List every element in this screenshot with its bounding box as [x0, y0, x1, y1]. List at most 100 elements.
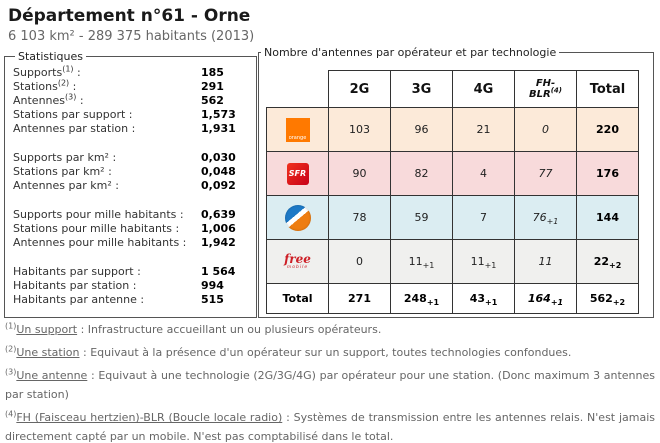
- stat-row-antennes-pour-mille: Antennes pour mille habitants : 1,942: [13, 236, 252, 250]
- cell-value: 176: [596, 167, 619, 180]
- sfr-logo-icon: SFR: [286, 162, 309, 185]
- cell-value: 77: [538, 167, 553, 180]
- cell-free-fhblr: 11: [514, 239, 577, 284]
- stat-label-text: Supports par km²: [13, 151, 109, 164]
- cell-value: 7: [480, 211, 487, 224]
- footnote-term: FH (Faisceau hertzien)-BLR (Boucle local…: [16, 411, 283, 424]
- cell-value: 78: [352, 211, 367, 224]
- stat-label-colon: :: [111, 179, 119, 192]
- stat-value: 1,931: [201, 122, 236, 135]
- cell-free-total: 22+2: [576, 239, 639, 284]
- stat-label: Antennes pour mille habitants :: [13, 236, 201, 250]
- table-row-bouygues: 78 59 7 76+1 144: [266, 195, 639, 240]
- operator-cell-orange: orange: [266, 107, 329, 152]
- cell-value: 96: [414, 123, 429, 136]
- stat-label-text: Stations par km²: [13, 165, 105, 178]
- footnote-text: : Equivaut à la présence d'un opérateur …: [79, 346, 572, 359]
- cell-subscript: +1: [484, 261, 497, 271]
- footnote-term: Un support: [16, 323, 78, 336]
- stat-value: 185: [201, 66, 224, 79]
- free-logo-icon: free mobile: [267, 251, 328, 270]
- stat-value: 0,639: [201, 208, 236, 221]
- stat-label-text: Antennes pour mille habitants: [13, 236, 180, 249]
- sfr-logo-text: SFR: [288, 169, 307, 178]
- footnote-ref: (2): [57, 78, 70, 88]
- footnote-ref: (4): [550, 86, 562, 95]
- orange-logo-icon: orange: [285, 117, 310, 142]
- stat-label-colon: :: [108, 151, 117, 164]
- cell-sfr-fhblr: 77: [514, 151, 577, 196]
- cell-free-4g: 11+1: [452, 239, 515, 284]
- stat-label-colon: :: [76, 94, 84, 107]
- cell-sfr-2g: 90: [328, 151, 391, 196]
- cell-value: 103: [349, 123, 370, 136]
- cell-value: 271: [348, 292, 371, 305]
- stat-label: Habitants par antenne :: [13, 293, 201, 307]
- stat-label: Supports par km² :: [13, 151, 201, 165]
- stat-row-supports-par-km2: Supports par km² : 0,030: [13, 151, 252, 165]
- cell-total-fhblr: 164+1: [514, 283, 577, 314]
- stat-row-habitants-par-support: Habitants par support : 1 564: [13, 265, 252, 279]
- footnote-ref: (3): [5, 367, 17, 377]
- stat-label: Supports pour mille habitants :: [13, 208, 201, 222]
- stat-row-antennes: Antennes(3) : 562: [13, 92, 252, 108]
- footnote-ref: (1): [62, 64, 74, 74]
- stat-label: Antennes(3) :: [13, 92, 201, 108]
- stat-label-colon: :: [136, 293, 145, 306]
- cell-subscript: +1: [422, 261, 435, 271]
- cell-value: 220: [596, 123, 619, 136]
- stat-label-text: Habitants par antenne: [13, 293, 137, 306]
- stat-row-supports: Supports(1) : 185: [13, 64, 252, 80]
- stat-label-colon: :: [73, 66, 81, 79]
- stat-label: Habitants par support :: [13, 265, 201, 279]
- cell-bouygues-total: 144: [576, 195, 639, 240]
- stat-label: Supports(1) :: [13, 64, 201, 80]
- stat-label-text: Supports pour mille habitants: [13, 208, 177, 221]
- footnote-ref: (3): [65, 92, 77, 102]
- stat-label-text: Antennes: [13, 94, 66, 107]
- table-total-row: Total 271 248+1 43+1 164+1 562+2: [266, 283, 639, 314]
- table-row-sfr: SFR 90 82 4 77 176: [266, 151, 639, 196]
- footnote-term: Une antenne: [16, 369, 88, 382]
- cell-subscript: +1: [485, 298, 498, 308]
- cell-value: 144: [596, 211, 619, 224]
- footnote-text: : Infrastructure accueillant un ou plusi…: [77, 323, 382, 336]
- stat-row-habitants-par-station: Habitants par station : 994: [13, 279, 252, 293]
- cell-sfr-4g: 4: [452, 151, 515, 196]
- stat-label-text: Antennes par station: [13, 122, 129, 135]
- stat-label-text: Habitants par station: [13, 279, 130, 292]
- statistics-legend: Statistiques: [18, 50, 83, 63]
- stat-row-antennes-par-km2: Antennes par km² : 0,092: [13, 179, 252, 193]
- cell-value: 82: [414, 167, 429, 180]
- stat-label: Stations par support :: [13, 108, 201, 122]
- cell-orange-total: 220: [576, 107, 639, 152]
- footnote-2: (2)Une station : Equivaut à la présence …: [5, 343, 655, 362]
- cell-value: 11: [408, 255, 423, 268]
- free-logo-text: free: [284, 251, 311, 266]
- cell-value: 76: [532, 211, 547, 224]
- cell-orange-fhblr: 0: [514, 107, 577, 152]
- cell-orange-2g: 103: [328, 107, 391, 152]
- footnote-term: Une station: [16, 346, 80, 359]
- cell-value: 562: [589, 292, 613, 305]
- col-header-3g: 3G: [390, 70, 453, 108]
- cell-total-total: 562+2: [576, 283, 639, 314]
- stat-label-colon: :: [128, 122, 136, 135]
- footnote-ref: (1): [5, 321, 17, 331]
- free-logo-subtext: mobile: [286, 264, 309, 270]
- cell-value: 59: [414, 211, 429, 224]
- stat-label-colon: :: [172, 222, 180, 235]
- cell-bouygues-3g: 59: [390, 195, 453, 240]
- cell-value: 21: [476, 123, 491, 136]
- cell-free-2g: 0: [328, 239, 391, 284]
- col-header-total: Total: [576, 70, 639, 108]
- stat-label-text: Stations: [13, 80, 58, 93]
- table-row-orange: orange 103 96 21 0 220: [266, 107, 639, 152]
- operator-cell-free: free mobile: [266, 239, 329, 284]
- cell-subscript: +2: [609, 261, 622, 271]
- cell-orange-4g: 21: [452, 107, 515, 152]
- footnote-ref: (2): [5, 344, 17, 354]
- stat-row-stations-par-support: Stations par support : 1,573: [13, 108, 252, 122]
- statistics-panel: Statistiques Supports(1) : 185 Stations(…: [4, 50, 257, 318]
- cell-value: 43: [469, 292, 486, 305]
